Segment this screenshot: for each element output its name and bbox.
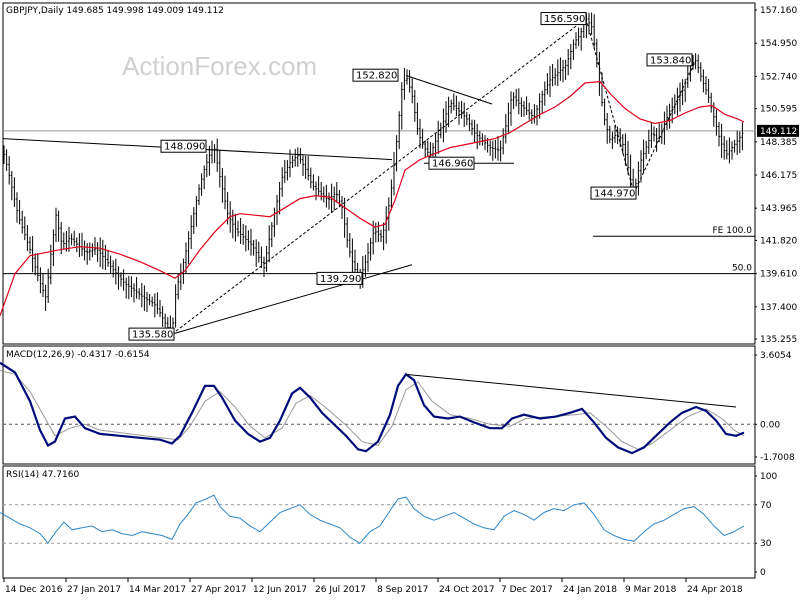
rsi-tick-label: 0 (760, 568, 766, 578)
price-annotation-label: 153.840 (650, 55, 691, 66)
price-axis: 157.160 154.950 152.740 150.595 148.385 146.1… (755, 6, 799, 345)
price-panel-header: GBPJPY,Daily 149.685 149.998 149.009 149… (6, 6, 224, 16)
price-tick-label: 146.175 (760, 171, 797, 181)
price-annotation-box (590, 186, 637, 200)
triangle-upper-line (405, 75, 493, 105)
price-tick-label: 139.610 (760, 270, 797, 280)
price-tick-label: 154.950 (760, 39, 797, 49)
price-annotation-label: 135.580 (132, 330, 173, 341)
x-tick-label: 14 Dec 2016 (5, 585, 63, 595)
macd-tick-label: 3.6054 (760, 351, 792, 361)
last-price-label: 149.112 (760, 127, 797, 137)
x-tick-label: 12 Jun 2017 (253, 585, 307, 595)
macd-tick-label: -1.7008 (760, 453, 795, 463)
price-annotation-box (646, 53, 693, 67)
price-annotation-box (352, 68, 399, 82)
price-series (0, 12, 745, 337)
macd-axis: 3.6054 0.00 -1.7008 (755, 351, 795, 463)
price-tick-label: 152.740 (760, 72, 797, 82)
rsi-line (0, 494, 745, 545)
rsi-tick-label: 70 (760, 501, 772, 511)
price-tick-label: 150.595 (760, 105, 797, 115)
price-annotation-box (160, 139, 207, 153)
macd-panel-header: MACD(12,26,9) -0.4317 -0.6154 (6, 350, 150, 360)
dashed-channel-line (171, 18, 587, 335)
rsi-panel-header: RSI(14) 47.7160 (6, 470, 79, 480)
rsi-tick-label: 100 (760, 472, 777, 482)
lower-trendline (171, 264, 413, 335)
macd-panel-frame (2, 345, 756, 465)
price-annotation-label: 156.590 (544, 14, 585, 25)
price-annotation-box (540, 12, 587, 26)
x-tick-label: 7 Dec 2017 (501, 585, 553, 595)
x-tick-label: 27 Apr 2017 (191, 585, 247, 595)
macd-signal-line (0, 370, 745, 450)
panel-frames (2, 2, 756, 579)
price-annotation-box (316, 271, 363, 285)
rsi-axis: 100 70 30 0 (755, 472, 777, 578)
level-label: 50.0 (732, 264, 752, 274)
price-annotation-label: 146.960 (432, 159, 473, 170)
price-annotations: 135.580 148.090 139.290 152.820 146.960 156.5… (128, 12, 753, 341)
price-annotation-label: 152.820 (356, 71, 397, 82)
last-price-marker (757, 124, 799, 137)
x-tick-label: 26 Jul 2017 (315, 585, 366, 595)
price-annotation-label: 148.090 (164, 142, 205, 153)
price-annotation-box (128, 327, 175, 341)
price-tick-label: 141.820 (760, 236, 797, 246)
x-axis: 14 Dec 2016 27 Jan 2017 14 Mar 2017 27 Apr … (3, 578, 743, 595)
price-annotation-label: 144.970 (594, 189, 635, 200)
macd-line (0, 361, 745, 455)
macd-tick-label: 0.00 (760, 420, 780, 430)
price-panel-frame (2, 2, 756, 345)
macd-series (0, 361, 755, 455)
price-tick-label: 143.965 (760, 204, 797, 214)
x-tick-label: 24 Oct 2017 (439, 585, 495, 595)
price-tick-label: 135.255 (760, 335, 797, 345)
price-annotation-box (428, 156, 475, 170)
rsi-tick-label: 30 (760, 539, 772, 549)
x-tick-label: 9 Mar 2018 (625, 585, 677, 595)
moving-average-line (0, 80, 745, 317)
level-label: FE 100.0 (713, 226, 753, 236)
rsi-panel-frame (2, 465, 756, 579)
x-tick-label: 27 Jan 2017 (67, 585, 121, 595)
price-tick-label: 157.160 (760, 6, 797, 16)
watermark: ActionForex.com (122, 51, 317, 81)
x-tick-label: 14 Mar 2017 (129, 585, 186, 595)
price-tick-label: 137.400 (760, 303, 797, 313)
price-tick-label: 148.385 (760, 138, 797, 148)
x-tick-label: 24 Apr 2018 (687, 585, 743, 595)
price-annotation-label: 139.290 (320, 274, 361, 285)
rsi-series (0, 494, 755, 545)
x-tick-label: 24 Jan 2018 (563, 585, 617, 595)
macd-trendline (405, 373, 737, 408)
x-tick-label: 8 Sep 2017 (377, 585, 428, 595)
